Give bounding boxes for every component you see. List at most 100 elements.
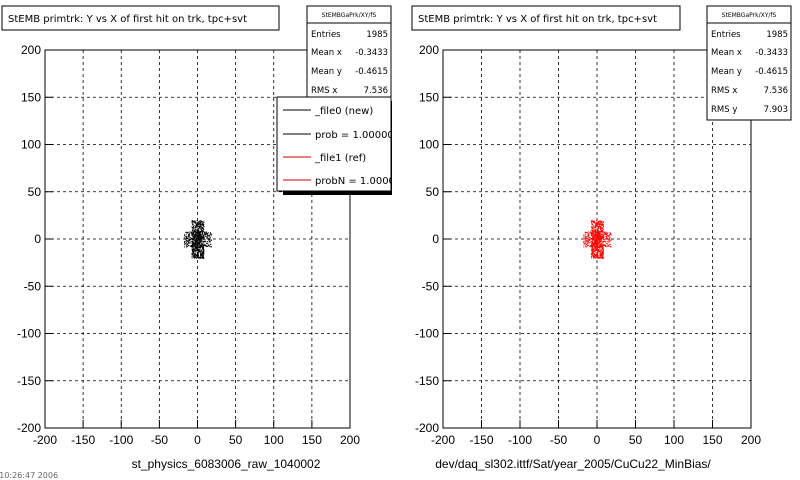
scatter-point [201,240,203,242]
scatter-point [584,242,586,244]
y-tick-label: -200 [17,421,41,435]
scatter-point [193,251,195,253]
scatter-point [599,257,601,259]
scatter-point [188,244,190,246]
scatter-point [605,242,607,244]
scatter-point [195,235,197,237]
left-stats-header: StEMBGaPrk/XY/fS [322,12,377,19]
scatter-point [589,241,591,243]
scatter-point [203,257,205,259]
scatter-point [202,230,204,232]
scatter-point [590,237,592,239]
scatter-point [592,223,594,225]
scatter-point [600,239,602,241]
scatter-point [206,236,208,238]
scatter-point [199,230,201,232]
scatter-point [586,245,588,247]
left-points [183,220,213,259]
scatter-point [189,232,191,234]
scatter-point [203,243,205,245]
scatter-point [195,239,197,241]
scatter-point [208,245,210,247]
scatter-point [189,239,191,241]
scatter-point [584,232,586,234]
scatter-point [587,241,589,243]
scatter-point [207,234,209,236]
scatter-point [609,236,611,238]
scatter-point [598,240,600,242]
scatter-point [591,240,593,242]
scatter-point [187,240,189,242]
scatter-point [609,233,611,235]
scatter-point [589,245,591,247]
scatter-point [592,227,594,229]
scatter-point [197,257,199,259]
scatter-point [583,237,585,239]
scatter-point [598,221,600,223]
scatter-point [191,224,193,226]
scatter-point [195,248,197,250]
scatter-point [193,239,195,241]
scatter-point [585,244,587,246]
scatter-point [594,239,596,241]
scatter-point [193,243,195,245]
scatter-point [598,245,600,247]
left-stats-value: 1985 [366,30,388,40]
scatter-point [197,231,199,233]
scatter-point [584,236,586,238]
scatter-point [606,233,608,235]
scatter-point [604,234,606,236]
scatter-point [596,257,598,259]
scatter-point [192,236,194,238]
scatter-point [195,224,197,226]
scatter-point [599,232,601,234]
scatter-point [195,230,197,232]
scatter-point [602,249,604,251]
scatter-point [602,238,604,240]
scatter-point [591,230,593,232]
scatter-point [199,223,201,225]
scatter-point [201,250,203,252]
y-tick-label: 150 [419,90,439,104]
scatter-point [197,242,199,244]
scatter-point [585,237,587,239]
scatter-point [600,249,602,251]
scatter-point [597,249,599,251]
scatter-point [183,246,185,248]
scatter-point [601,237,603,239]
scatter-point [592,248,594,250]
scatter-point [592,247,594,249]
scatter-point [594,235,596,237]
scatter-point [596,255,598,257]
scatter-point [204,244,206,246]
scatter-point [608,245,610,247]
scatter-point [202,248,204,250]
scatter-point [595,234,597,236]
scatter-point [202,247,204,249]
scatter-point [184,234,186,236]
scatter-point [198,227,200,229]
scatter-point [594,253,596,255]
scatter-point [596,252,598,254]
scatter-point [592,232,594,234]
scatter-point [599,237,601,239]
scatter-point [193,248,195,250]
scatter-point [201,223,203,225]
scatter-point [192,252,194,254]
scatter-point [600,244,602,246]
scatter-point [188,238,190,240]
scatter-point [609,246,611,248]
right-title-box [411,5,681,31]
scatter-point [590,231,592,233]
scatter-point [598,250,600,252]
scatter-point [593,254,595,256]
scatter-point [595,231,597,233]
scatter-point [599,251,601,253]
scatter-point [593,239,595,241]
scatter-point [594,245,596,247]
scatter-point [591,237,593,239]
scatter-point [591,220,593,222]
scatter-point [199,256,201,258]
scatter-point [596,242,598,244]
scatter-point [190,245,192,247]
